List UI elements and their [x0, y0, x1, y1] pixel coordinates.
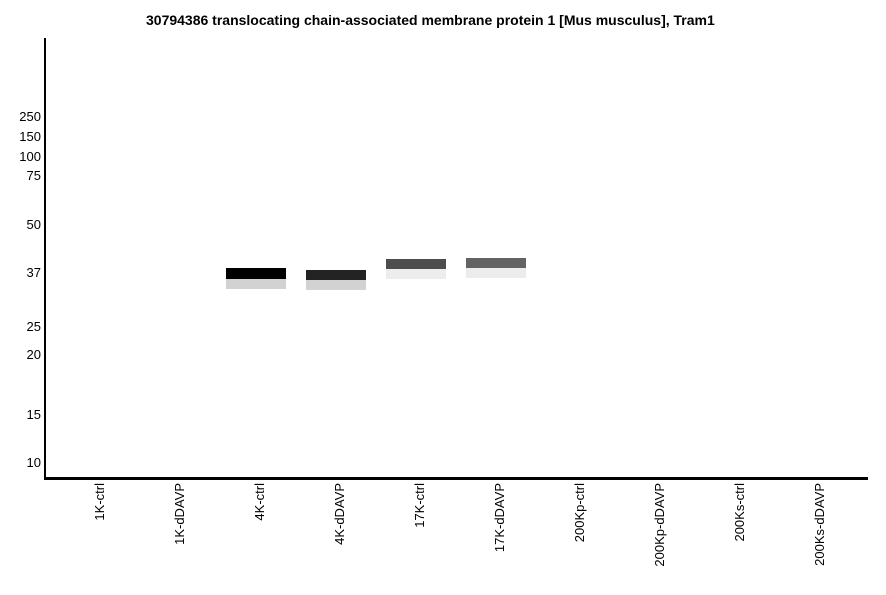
blot-band [386, 259, 446, 269]
y-tick-label: 10 [26, 455, 41, 470]
y-tick-label: 15 [26, 407, 41, 422]
lane-label: 17K-dDAVP [492, 483, 507, 553]
lane-label: 17K-ctrl [412, 483, 427, 528]
y-tick-label: 20 [26, 347, 41, 362]
lane-label: 1K-ctrl [92, 483, 107, 521]
lane-label: 200Ks-dDAVP [812, 483, 827, 566]
lane-label: 4K-ctrl [252, 483, 267, 521]
y-axis-line [44, 38, 46, 480]
blot-band [226, 279, 286, 289]
y-tick-label: 100 [19, 149, 41, 164]
lane-label: 4K-dDAVP [332, 483, 347, 545]
y-tick-label: 37 [26, 265, 41, 280]
x-axis-line [44, 477, 868, 480]
blot-band [466, 268, 526, 278]
blot-band [386, 269, 446, 279]
y-tick-label: 250 [19, 109, 41, 124]
lane-label: 200Kp-dDAVP [652, 483, 667, 567]
y-tick-label: 25 [26, 319, 41, 334]
lane-label: 200Kp-ctrl [572, 483, 587, 543]
chart-title: 30794386 translocating chain-associated … [146, 12, 715, 28]
y-tick-label: 50 [26, 217, 41, 232]
blot-band [466, 258, 526, 268]
blot-band [226, 268, 286, 279]
y-tick-label: 75 [26, 168, 41, 183]
blot-band [306, 280, 366, 290]
y-tick-label: 150 [19, 129, 41, 144]
lane-label: 200Ks-ctrl [732, 483, 747, 542]
blot-band [306, 270, 366, 280]
lane-label: 1K-dDAVP [172, 483, 187, 545]
